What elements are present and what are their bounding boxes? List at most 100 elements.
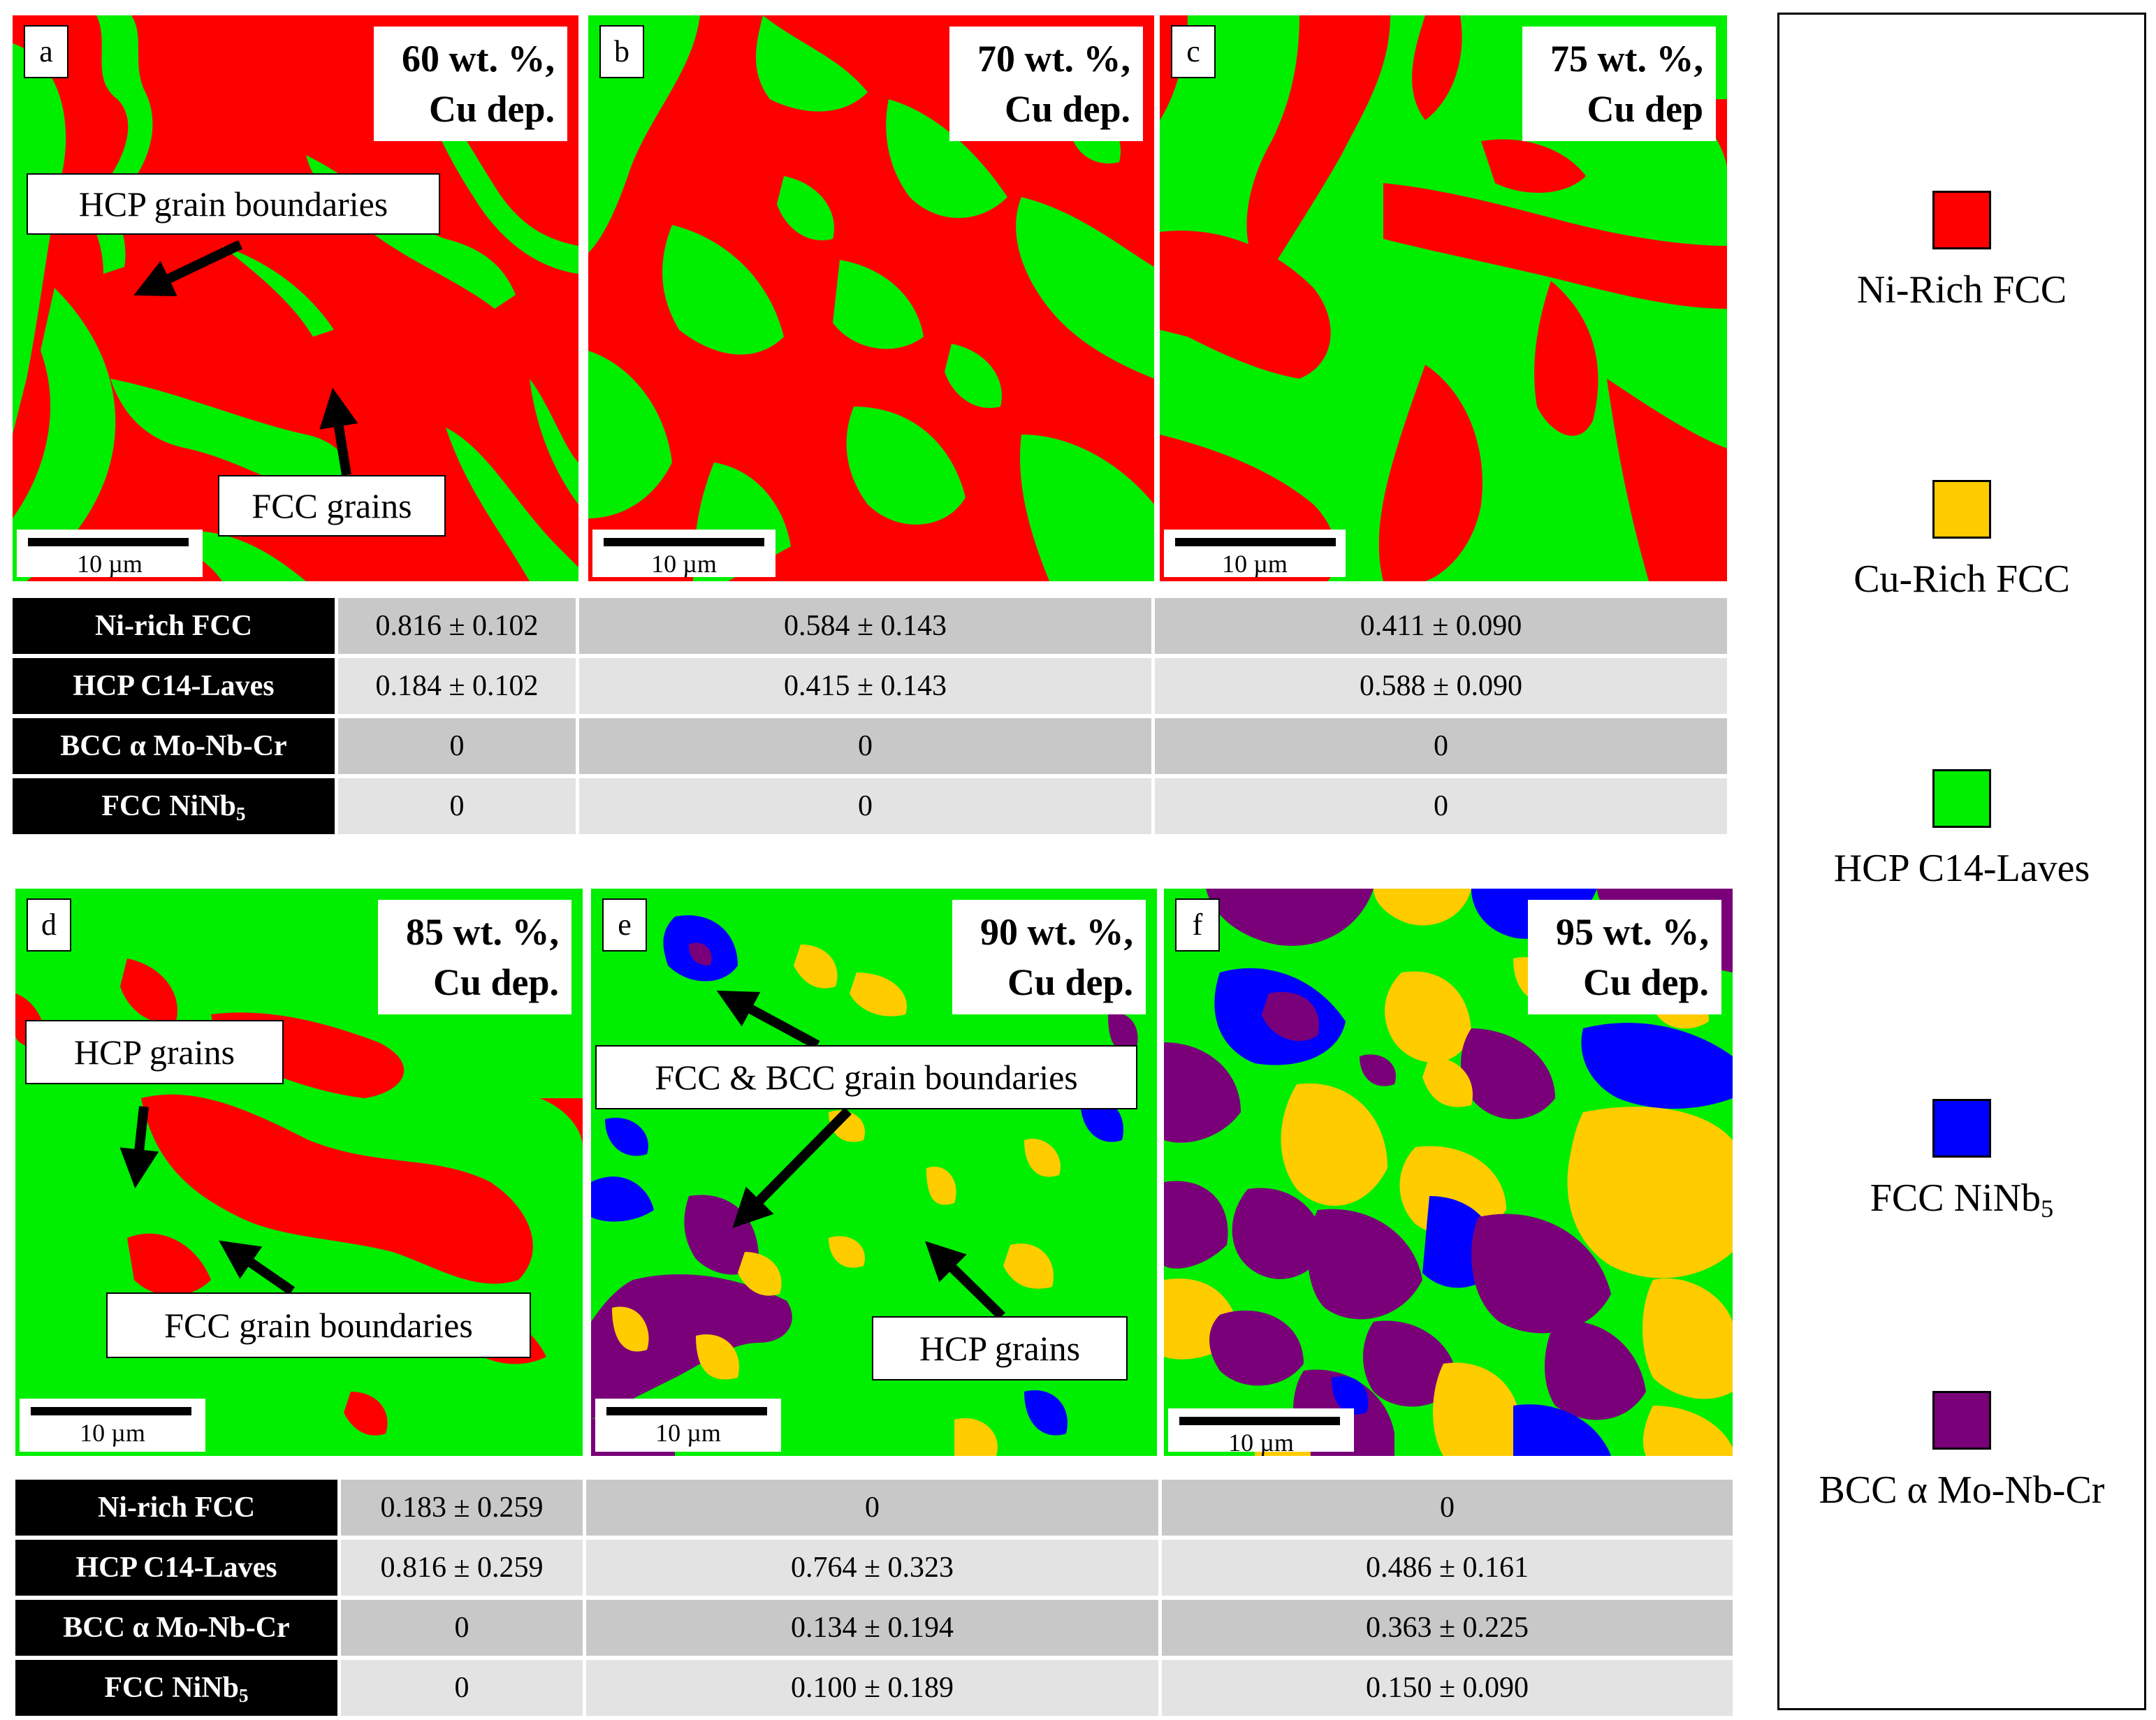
fraction-cell: 0	[1151, 718, 1727, 774]
composition-dep: Cu dep	[1587, 88, 1703, 130]
phase-fraction-table-top: Ni-rich FCC 0.816 ± 0.102 0.584 ± 0.143 …	[13, 594, 1727, 838]
phase-name: FCC NiNb5	[15, 1660, 341, 1716]
scale-bar: 10 µm	[595, 1399, 781, 1452]
legend-swatch	[1932, 769, 1991, 828]
legend-item-fcc-ninb5: FCC NiNb5	[1779, 1099, 2144, 1223]
fraction-cell: 0.363 ± 0.225	[1158, 1600, 1733, 1656]
phase-name-base: FCC NiNb	[101, 790, 236, 822]
legend-swatch	[1932, 191, 1991, 249]
phase-name: BCC α Mo-Nb-Cr	[13, 718, 338, 774]
fraction-cell: 0.134 ± 0.194	[583, 1600, 1158, 1656]
legend-swatch	[1932, 1099, 1991, 1158]
panel-label: b	[599, 25, 644, 78]
annotation-fcc-grain-boundaries: FCC grain boundaries	[106, 1292, 531, 1358]
legend-label-base: FCC NiNb	[1870, 1176, 2041, 1220]
legend-item-bcc-mo-nb-cr: BCC α Mo-Nb-Cr	[1779, 1391, 2144, 1513]
panel-label: f	[1175, 898, 1220, 952]
scale-bar-label: 10 µm	[80, 1419, 145, 1447]
phase-fraction-table-bottom: Ni-rich FCC 0.183 ± 0.259 0 0 HCP C14-La…	[15, 1475, 1733, 1720]
fraction-cell: 0.816 ± 0.259	[341, 1540, 583, 1596]
composition-label: 75 wt. %, Cu dep	[1522, 27, 1716, 141]
scale-bar-line	[28, 538, 189, 546]
composition-dep: Cu dep.	[1582, 961, 1709, 1003]
fraction-cell: 0.588 ± 0.090	[1151, 658, 1727, 714]
scale-bar-label: 10 µm	[655, 1419, 721, 1447]
composition-wt: 95 wt. %,	[1556, 911, 1709, 953]
panel-c: c 75 wt. %, Cu dep 10 µm	[1160, 15, 1727, 581]
fraction-cell: 0.816 ± 0.102	[338, 598, 576, 654]
legend-item-hcp-c14-laves: HCP C14-Laves	[1779, 769, 2144, 891]
panel-b: b 70 wt. %, Cu dep. 10 µm	[588, 15, 1154, 581]
annotation-hcp-grain-boundaries: HCP grain boundaries	[27, 173, 440, 235]
panel-label: c	[1171, 25, 1216, 78]
fraction-cell: 0.415 ± 0.143	[576, 658, 1151, 714]
phase-name-subscript: 5	[238, 1684, 249, 1706]
fraction-cell: 0.584 ± 0.143	[576, 598, 1151, 654]
composition-label: 70 wt. %, Cu dep.	[949, 27, 1143, 141]
phase-map-b	[588, 15, 1154, 581]
composition-dep: Cu dep.	[432, 961, 559, 1003]
table-row: Ni-rich FCC 0.816 ± 0.102 0.584 ± 0.143 …	[13, 598, 1727, 654]
legend-swatch	[1932, 1391, 1991, 1450]
phase-name: FCC NiNb5	[13, 778, 338, 834]
scale-bar: 10 µm	[592, 530, 775, 578]
panel-f: f 95 wt. %, Cu dep. 10 µm	[1164, 889, 1733, 1456]
composition-label: 95 wt. %, Cu dep.	[1528, 900, 1721, 1014]
legend-swatch	[1932, 480, 1991, 539]
composition-wt: 70 wt. %,	[977, 38, 1130, 80]
scale-bar-line	[606, 1407, 767, 1415]
legend-item-ni-rich-fcc: Ni-Rich FCC	[1779, 191, 2144, 312]
annotation-fcc-bcc-grain-boundaries: FCC & BCC grain boundaries	[595, 1045, 1137, 1109]
legend-label: FCC NiNb5	[1779, 1176, 2144, 1223]
fraction-cell: 0.411 ± 0.090	[1151, 598, 1727, 654]
legend-item-cu-rich-fcc: Cu-Rich FCC	[1779, 480, 2144, 602]
phase-name: Ni-rich FCC	[15, 1480, 341, 1536]
scale-bar-line	[1175, 538, 1336, 546]
scale-bar-label: 10 µm	[1222, 550, 1288, 578]
scale-bar-line	[1179, 1417, 1340, 1425]
panel-label: a	[24, 25, 68, 78]
fraction-cell: 0	[583, 1480, 1158, 1536]
legend-label: Cu-Rich FCC	[1853, 557, 2070, 601]
scale-bar-line	[31, 1407, 191, 1415]
panel-label: e	[602, 898, 647, 952]
legend-label: Ni-Rich FCC	[1856, 268, 2067, 312]
annotation-hcp-grains-e: HCP grains	[872, 1316, 1128, 1380]
phase-name-base: FCC NiNb	[104, 1672, 239, 1704]
composition-wt: 75 wt. %,	[1550, 38, 1703, 80]
panel-label: d	[27, 898, 71, 952]
scale-bar: 10 µm	[20, 1399, 205, 1452]
composition-wt: 90 wt. %,	[980, 911, 1133, 953]
composition-dep: Cu dep.	[1004, 88, 1130, 130]
annotation-hcp-grains-d: HCP grains	[25, 1020, 284, 1084]
scale-bar-label: 10 µm	[77, 550, 143, 578]
fraction-cell: 0.150 ± 0.090	[1158, 1660, 1733, 1716]
composition-wt: 85 wt. %,	[406, 911, 559, 953]
fraction-cell: 0	[338, 778, 576, 834]
scale-bar-label: 10 µm	[651, 550, 717, 578]
fraction-cell: 0.183 ± 0.259	[341, 1480, 583, 1536]
composition-label: 85 wt. %, Cu dep.	[378, 900, 571, 1014]
legend-label-subscript: 5	[2041, 1195, 2054, 1223]
table-row: HCP C14-Laves 0.816 ± 0.259 0.764 ± 0.32…	[15, 1540, 1733, 1596]
panel-a: a 60 wt. %, Cu dep. 10 µm	[13, 15, 578, 581]
phase-name-subscript: 5	[235, 803, 246, 824]
table-row: FCC NiNb5 0 0.100 ± 0.189 0.150 ± 0.090	[15, 1660, 1733, 1716]
fraction-cell: 0	[341, 1660, 583, 1716]
phase-name: HCP C14-Laves	[15, 1540, 341, 1596]
fraction-cell: 0	[1151, 778, 1727, 834]
scale-bar: 10 µm	[1168, 1408, 1354, 1456]
composition-label: 90 wt. %, Cu dep.	[952, 900, 1146, 1014]
fraction-cell: 0.184 ± 0.102	[338, 658, 576, 714]
composition-dep: Cu dep.	[428, 88, 555, 130]
table-row: FCC NiNb5 0 0 0	[13, 778, 1727, 834]
composition-dep: Cu dep.	[1007, 961, 1133, 1003]
fraction-cell: 0.764 ± 0.323	[583, 1540, 1158, 1596]
fraction-cell: 0.486 ± 0.161	[1158, 1540, 1733, 1596]
phase-name: HCP C14-Laves	[13, 658, 338, 714]
phase-name: BCC α Mo-Nb-Cr	[15, 1600, 341, 1656]
phase-legend: Ni-Rich FCC Cu-Rich FCC HCP C14-Laves FC…	[1777, 13, 2146, 1710]
table-row: BCC α Mo-Nb-Cr 0 0.134 ± 0.194 0.363 ± 0…	[15, 1600, 1733, 1656]
legend-label: BCC α Mo-Nb-Cr	[1819, 1468, 2105, 1512]
scale-bar: 10 µm	[1164, 530, 1346, 578]
